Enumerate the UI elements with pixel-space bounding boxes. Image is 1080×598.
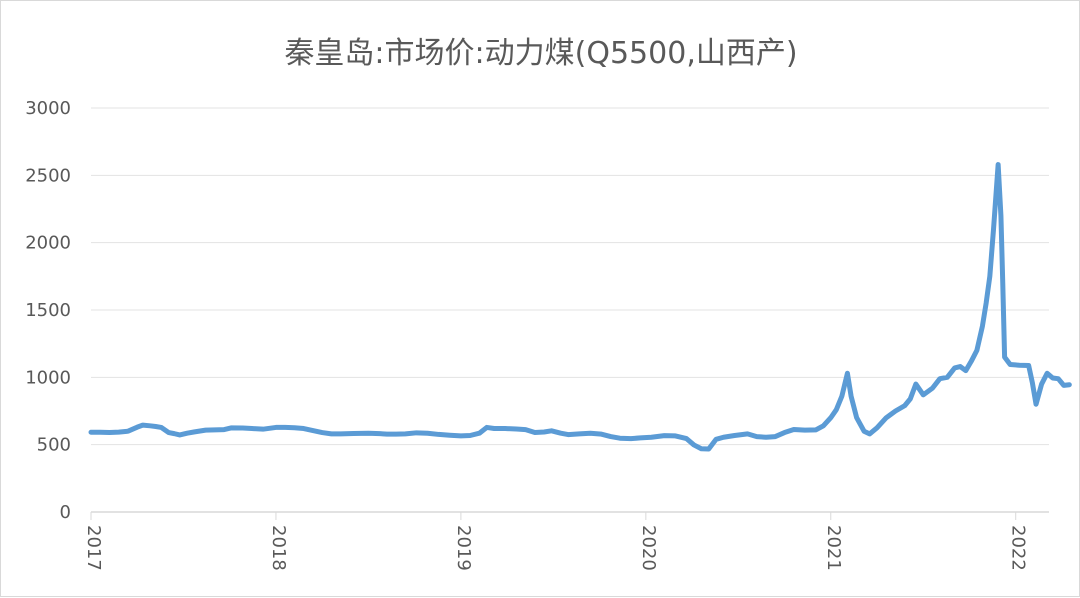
- y-tick-label: 3000: [25, 98, 71, 119]
- x-tick-label: 2018: [268, 525, 289, 571]
- y-tick-label: 1000: [25, 367, 71, 388]
- x-tick-label: 2021: [823, 525, 844, 571]
- y-tick-label: 0: [60, 502, 71, 523]
- x-tick-label: 2019: [453, 525, 474, 571]
- x-tick-label: 2017: [83, 525, 104, 571]
- x-tick-label: 2020: [638, 525, 659, 571]
- y-tick-label: 2500: [25, 165, 71, 186]
- data-series-line: [88, 162, 1072, 452]
- x-tick-label: 2022: [1008, 525, 1029, 571]
- y-tick-label: 2000: [25, 233, 71, 254]
- y-tick-label: 500: [37, 435, 71, 456]
- y-tick-label: 1500: [25, 300, 71, 321]
- chart-title: 秦皇岛:市场价:动力煤(Q5500,山西产): [284, 36, 797, 71]
